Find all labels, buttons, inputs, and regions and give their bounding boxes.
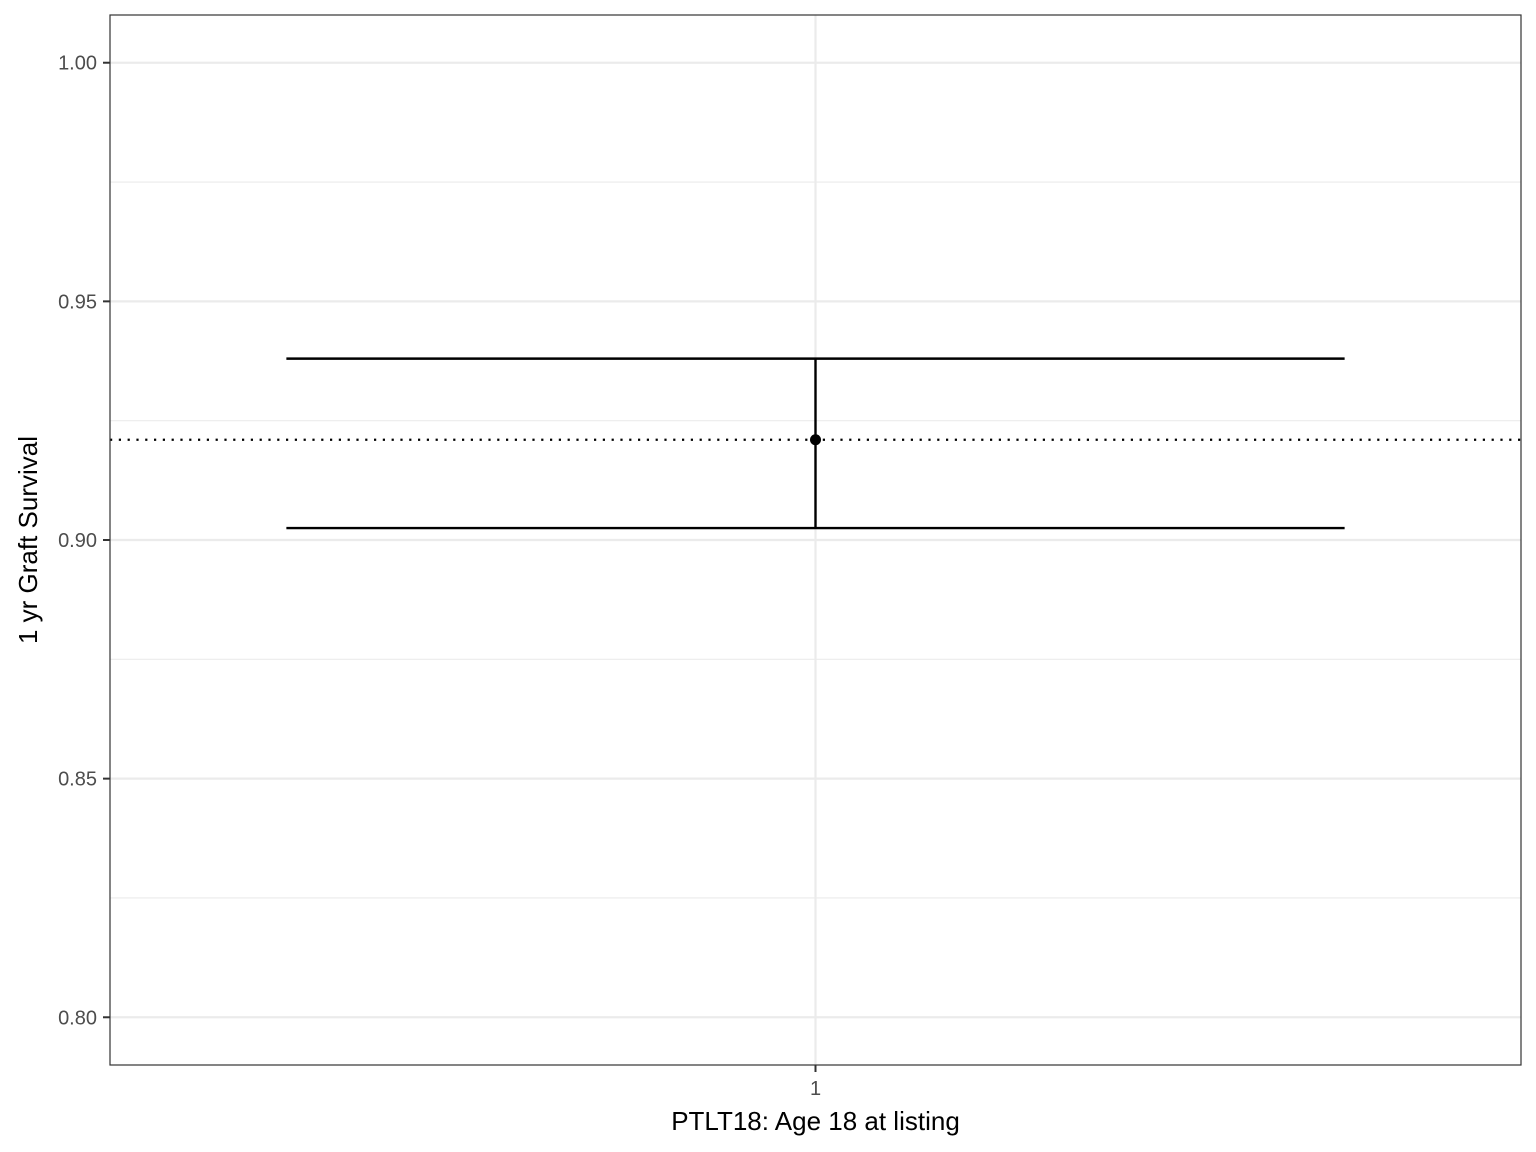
y-axis-title: 1 yr Graft Survival	[13, 436, 43, 644]
y-tick-label: 0.95	[58, 291, 97, 313]
y-tick-label: 0.80	[58, 1007, 97, 1029]
estimate-point	[810, 434, 821, 446]
y-tick-label: 0.90	[58, 530, 97, 552]
x-axis-title: PTLT18: Age 18 at listing	[671, 1106, 960, 1136]
data-marks	[286, 357, 1345, 530]
y-tick-label: 0.85	[58, 769, 97, 791]
y-tick-label: 1.00	[58, 53, 97, 75]
x-axis: 1	[810, 1065, 821, 1100]
y-axis: 0.80 0.85 0.90 0.95 1.00	[58, 53, 110, 1029]
major-gridlines	[110, 15, 1521, 1065]
x-tick-label: 1	[810, 1078, 821, 1100]
